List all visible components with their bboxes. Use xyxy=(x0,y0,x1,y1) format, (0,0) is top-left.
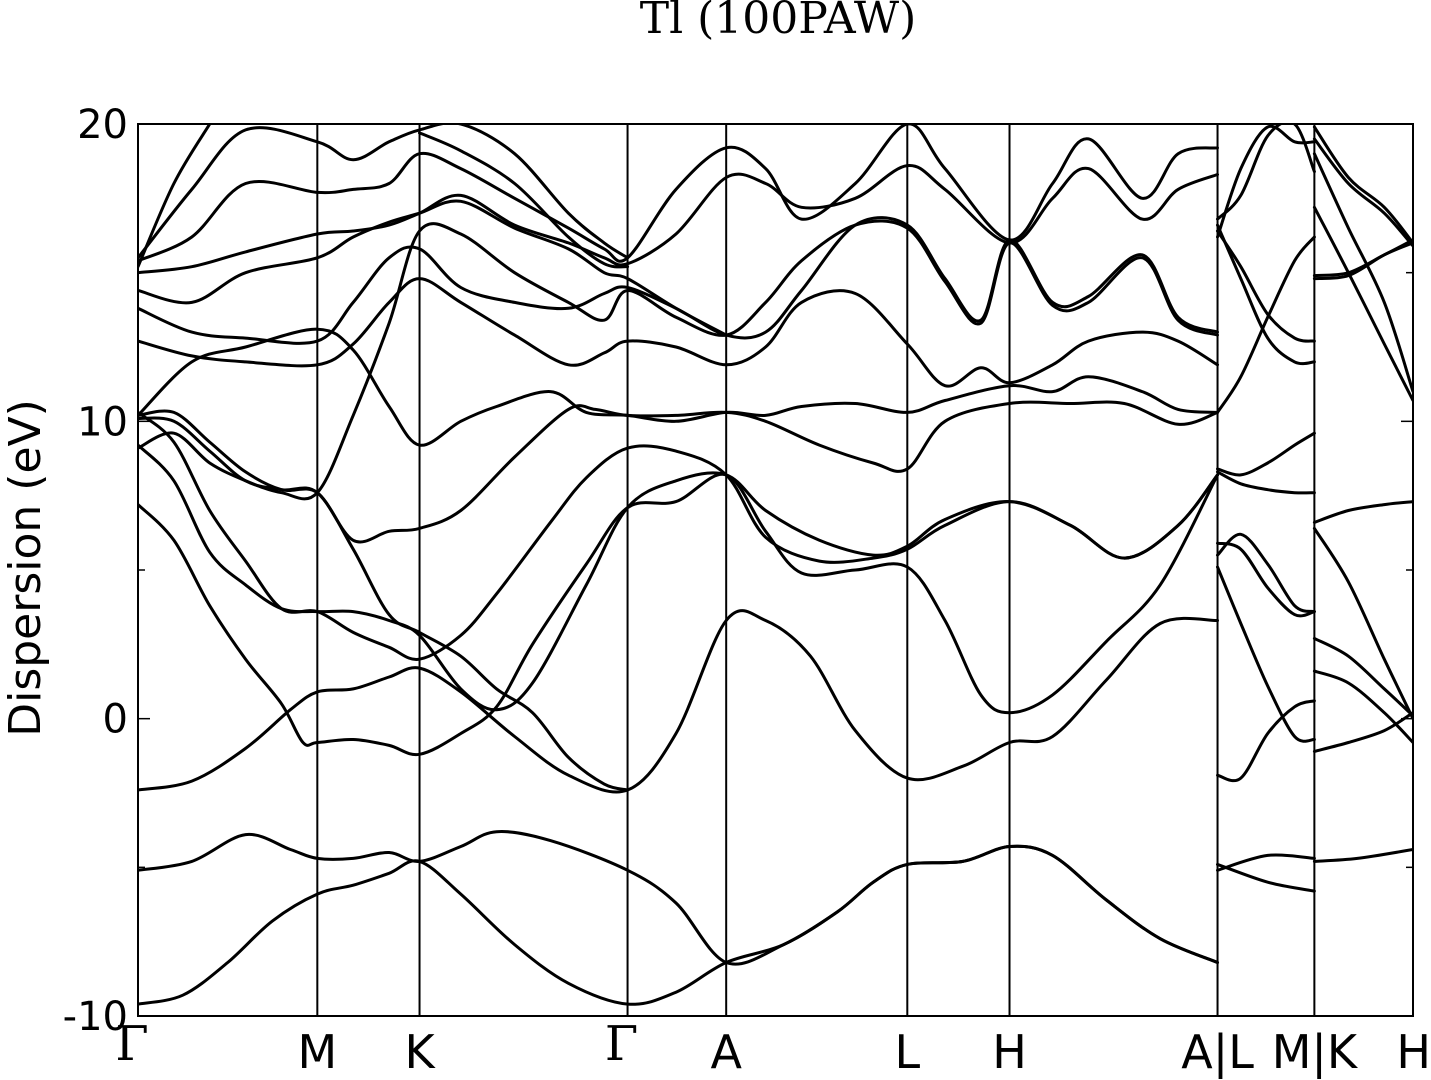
plot-frame xyxy=(137,123,1414,1017)
band-line-7 xyxy=(138,472,1219,757)
band-line-1 xyxy=(138,844,1219,1006)
band-line-23 xyxy=(1216,699,1316,783)
band-line-20 xyxy=(138,124,212,269)
band-line-22 xyxy=(1216,565,1316,743)
kpoint-label-4: A xyxy=(710,1025,742,1079)
band-line-36 xyxy=(1312,526,1413,721)
band-line-21 xyxy=(418,131,630,269)
band-line-2 xyxy=(138,830,1219,966)
band-line-17 xyxy=(138,164,1219,275)
band-line-13 xyxy=(138,327,1219,447)
band-line-4 xyxy=(1216,853,1316,872)
kpoint-label-6: H xyxy=(992,1025,1027,1079)
band-line-16 xyxy=(138,199,728,337)
y-axis-ticks: -10 0 10 20 xyxy=(63,102,1413,1040)
band-line-6 xyxy=(138,609,1219,794)
y-tick-label: -10 xyxy=(63,994,128,1040)
kpoint-label-7: A|L xyxy=(1181,1025,1254,1080)
kpoint-divider-lines xyxy=(316,124,1316,1016)
y-tick-label: 20 xyxy=(77,102,128,148)
band-line-27 xyxy=(1216,470,1316,495)
kpoint-label-2: K xyxy=(404,1025,436,1079)
band-line-30 xyxy=(1216,229,1316,343)
band-line-25 xyxy=(1216,541,1316,618)
band-line-34 xyxy=(1312,669,1413,744)
band-line-33 xyxy=(1312,711,1413,753)
kpoint-label-0: Γ xyxy=(115,1016,148,1072)
band-line-10 xyxy=(138,416,630,792)
band-line-5 xyxy=(1312,848,1413,863)
band-line-26 xyxy=(1216,431,1316,477)
band-line-29 xyxy=(1216,223,1316,366)
band-line-37 xyxy=(1312,500,1413,524)
band-line-43 xyxy=(1312,125,1413,245)
kpoint-label-1: M xyxy=(297,1025,337,1079)
band-line-41 xyxy=(1312,152,1413,394)
band-line-18 xyxy=(138,124,1219,263)
band-line-28 xyxy=(1216,235,1316,414)
kpoint-label-8: M|K xyxy=(1272,1025,1359,1080)
band-line-8 xyxy=(138,443,1219,712)
band-line-3 xyxy=(1216,862,1316,893)
kpoint-label-5: L xyxy=(894,1025,920,1079)
y-tick-label: 10 xyxy=(77,399,128,445)
band-line-31 xyxy=(1216,124,1316,239)
kpoint-label-9: H xyxy=(1396,1025,1431,1079)
band-line-14 xyxy=(138,277,1219,388)
kpoint-label-3: Γ xyxy=(605,1016,638,1072)
x-axis-kpoint-labels: Γ M K Γ A L H A|L M|K H xyxy=(115,1016,1431,1080)
band-line-9 xyxy=(138,410,1219,661)
band-line-35 xyxy=(1312,636,1413,718)
band-line-42 xyxy=(1312,137,1413,248)
y-axis-label: Dispersion (eV) xyxy=(0,399,51,737)
chart-title: Tl (100PAW) xyxy=(640,0,917,44)
band-line-32 xyxy=(1216,124,1316,221)
band-line-11 xyxy=(138,400,1219,544)
band-line-19 xyxy=(138,124,630,260)
band-lines xyxy=(138,124,1413,1006)
band-line-24 xyxy=(1216,532,1316,614)
band-line-40 xyxy=(1312,205,1413,402)
y-tick-label: 0 xyxy=(103,697,128,743)
